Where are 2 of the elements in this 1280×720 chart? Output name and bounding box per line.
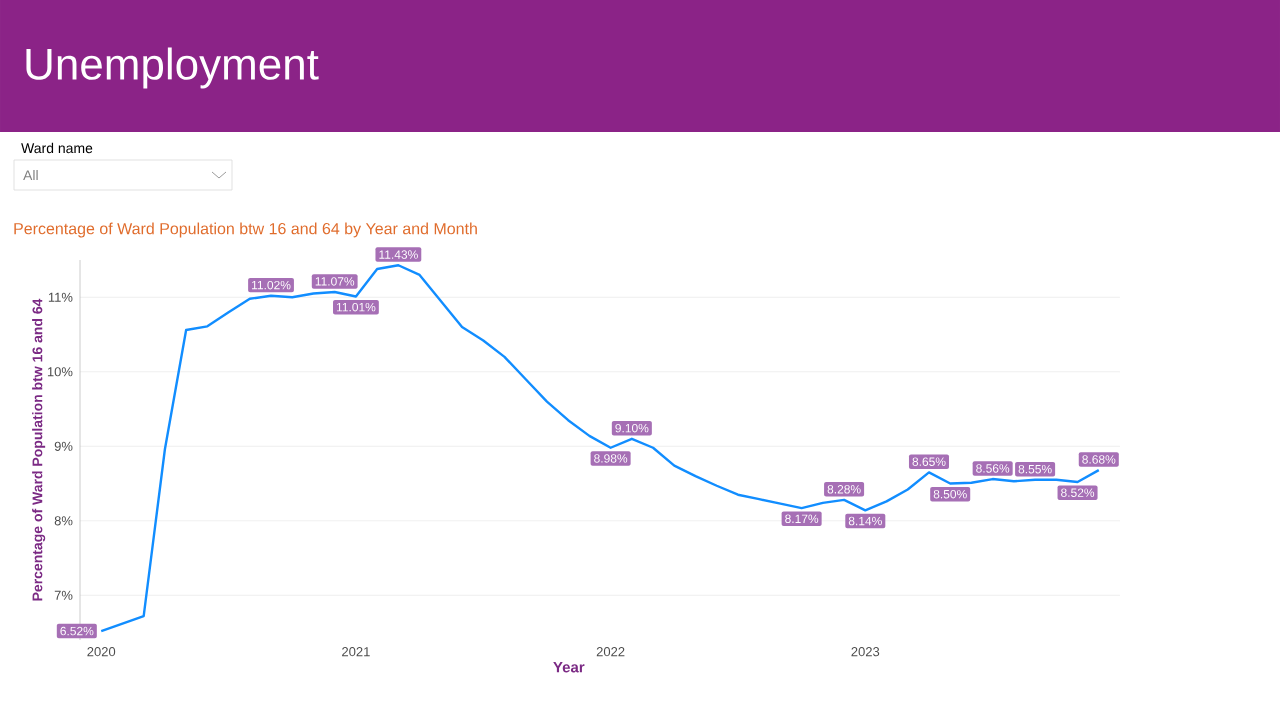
chart-title: Unemployment (26, 47, 319, 89)
chart-subtitle: Percentage of Ward Population btw 16 and 64 by Year and Month (14, 222, 477, 238)
